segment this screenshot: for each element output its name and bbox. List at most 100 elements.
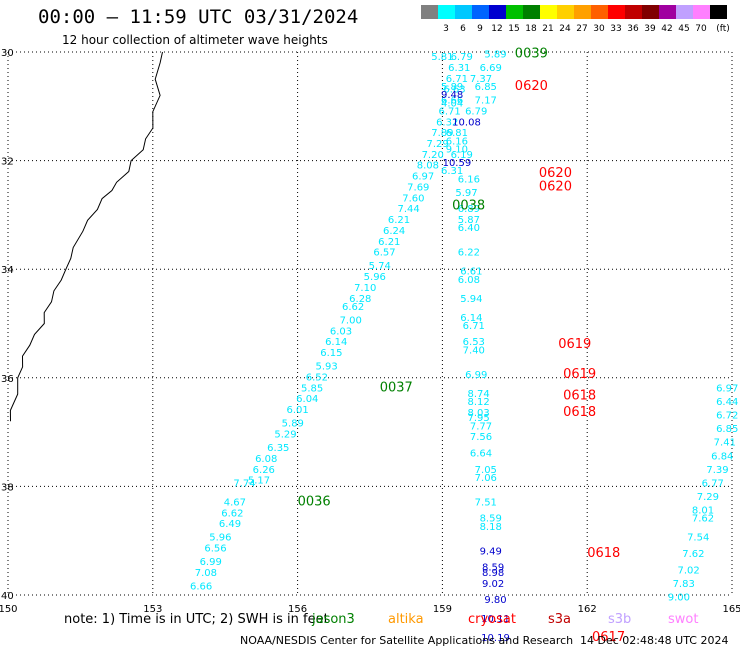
- legend-unit: (ft): [716, 24, 730, 34]
- legend-label: 12: [491, 24, 503, 34]
- wave-height-value: 7.29: [697, 492, 719, 503]
- wave-height-value: 7.29: [426, 139, 448, 150]
- wave-height-value: 6.85: [475, 82, 497, 93]
- wave-height-value: 5.85: [301, 383, 323, 394]
- track-time-label: 0620: [539, 180, 572, 195]
- map-subtitle: 12 hour collection of altimeter wave hei…: [62, 33, 328, 47]
- wave-height-value: 6.14: [325, 337, 347, 348]
- wave-height-value: 7.44: [397, 204, 419, 215]
- satellite-name: s3a: [548, 612, 572, 627]
- wave-height-value: 5.81: [431, 52, 453, 63]
- wave-height-value: 6.79: [451, 52, 473, 63]
- track-time-label: 0619: [558, 337, 591, 352]
- legend-label: 45: [678, 24, 690, 34]
- wave-height-value: 6.63: [443, 85, 465, 96]
- x-tick-label: 150: [0, 604, 18, 615]
- wave-height-value: 9.49: [480, 546, 502, 557]
- wave-height-value: 6.99: [465, 370, 487, 381]
- wave-height-value: 6.35: [267, 443, 289, 454]
- wave-height-value: 6.16: [458, 174, 480, 185]
- wave-height-value: 8.59: [482, 563, 504, 574]
- track-time-label: 0618: [587, 546, 620, 561]
- track-time-label: 0619: [563, 367, 596, 382]
- wave-height-value: 6.08: [255, 454, 277, 465]
- wave-height-value: 6.66: [190, 582, 212, 593]
- wave-height-value: 5.96: [364, 272, 386, 283]
- x-tick-label: 156: [288, 604, 307, 615]
- track-time-label: 0618: [563, 389, 596, 404]
- wave-height-value: 6.28: [349, 294, 371, 305]
- y-tick-label: 34: [1, 265, 14, 276]
- legend-swatch: [574, 5, 591, 19]
- satellite-name: jason3: [312, 612, 355, 627]
- wave-height-value: 9.00: [668, 592, 690, 603]
- wave-height-value: 7.77: [470, 421, 492, 432]
- wave-height-value: 9.80: [484, 595, 506, 606]
- wave-height-value: 7.62: [682, 549, 704, 560]
- wave-height-value: 7.95: [467, 413, 489, 424]
- legend-label: 33: [610, 24, 622, 34]
- wave-height-value: 6.97: [716, 383, 738, 394]
- coastline: [9, 51, 163, 422]
- wave-height-value: 6.16: [446, 136, 468, 147]
- axis-ticks: 150 153 156 159 162 165 30 32 34 36 38 40: [0, 48, 740, 615]
- legend-swatch: [608, 5, 625, 19]
- wave-height-value: 5.74: [369, 261, 391, 272]
- x-tick-label: 162: [578, 604, 597, 615]
- track-time-label: 0038: [452, 199, 485, 214]
- wave-height-value: 7.41: [714, 438, 736, 449]
- wave-height-value: 6.89: [458, 204, 480, 215]
- legend-label: 24: [559, 24, 571, 34]
- legend-label: 3: [443, 24, 449, 34]
- x-tick-label: 165: [722, 604, 740, 615]
- wave-height-value: 5.29: [274, 430, 296, 441]
- wave-height-value: 6.72: [716, 411, 738, 422]
- wave-height-value: 5.89: [484, 49, 506, 60]
- wave-height-value: 5.87: [458, 215, 480, 226]
- wave-height-value: 6.03: [330, 326, 352, 337]
- x-tick-label: 153: [143, 604, 162, 615]
- wave-height-value: 5.94: [460, 294, 482, 305]
- wave-height-value: 7.17: [475, 96, 497, 107]
- wave-height-value: 6.32: [436, 117, 458, 128]
- wave-height-value: 7.62: [692, 514, 714, 525]
- x-tick-label: 159: [433, 604, 452, 615]
- footer-note: note: 1) Time is in UTC; 2) SWH is in fe…: [64, 612, 329, 627]
- legend-label: 36: [627, 24, 639, 34]
- wave-height-value: 6.84: [711, 451, 733, 462]
- wave-height-value: 6.14: [460, 313, 482, 324]
- satellite-tracks: 6.667.086.996.565.966.496.624.677.745.17…: [190, 46, 738, 645]
- wave-height-value: 6.71: [463, 321, 485, 332]
- wave-height-value: 6.24: [383, 226, 405, 237]
- wave-height-value: 6.40: [458, 223, 480, 234]
- wave-height-value: 6.66: [441, 96, 463, 107]
- wave-height-value: 8.18: [480, 522, 502, 533]
- wave-height-value: 6.26: [253, 465, 275, 476]
- track-time-label: 0620: [515, 79, 548, 94]
- wave-height-value: 10.59: [443, 158, 472, 169]
- wave-height-value: 6.79: [465, 106, 487, 117]
- wave-height-value: 7.37: [470, 74, 492, 85]
- track-time-label: 0036: [298, 494, 331, 509]
- wave-height-value: 6.77: [702, 478, 724, 489]
- wave-height-value: 8.74: [467, 389, 489, 400]
- wave-height-value: 6.49: [219, 519, 241, 530]
- wave-height-value: 6.21: [378, 237, 400, 248]
- wave-height-value: 10.19: [481, 633, 510, 644]
- wave-height-value: 9.10: [446, 145, 468, 156]
- wave-height-value: 6.56: [204, 544, 226, 555]
- wave-height-value: 8.08: [417, 161, 439, 172]
- legend-label: 27: [576, 24, 588, 34]
- legend-swatch: [506, 5, 523, 19]
- satellite-name: cryosat: [468, 612, 516, 627]
- satellite-name: swot: [668, 612, 699, 627]
- legend-label: 42: [661, 24, 673, 34]
- wave-height-value: 6.31: [448, 63, 470, 74]
- legend-label: 9: [477, 24, 483, 34]
- wave-height-value: 6.62: [342, 302, 364, 313]
- wave-height-value: 6.99: [200, 557, 222, 568]
- satellite-name: altika: [388, 612, 424, 627]
- wave-height-value: 6.81: [446, 128, 468, 139]
- wave-height-value: 8.59: [480, 514, 502, 525]
